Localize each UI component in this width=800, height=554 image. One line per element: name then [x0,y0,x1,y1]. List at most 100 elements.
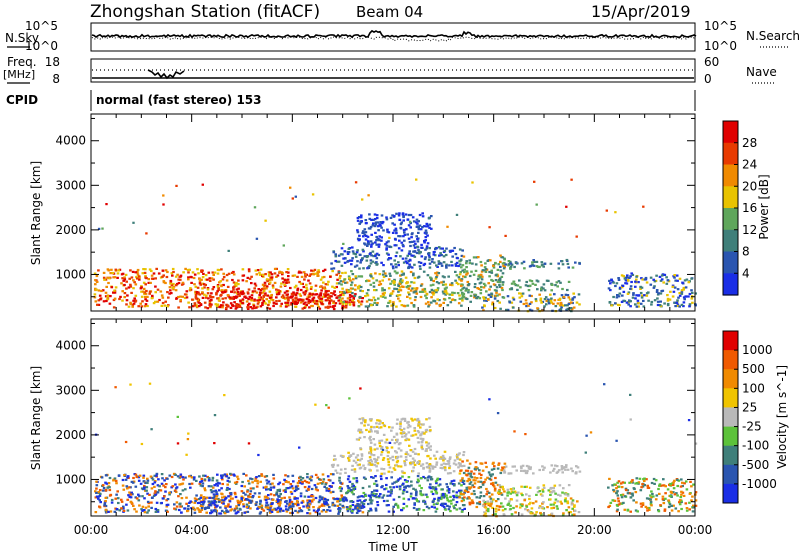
heatmap-cell [268,290,272,293]
heatmap-cell [458,458,462,461]
heatmap-cell [289,511,292,515]
heatmap-cell [661,498,665,501]
heatmap-cell [398,212,401,215]
heatmap-cell [563,499,567,502]
colorbar-tick-label: 12 [742,223,757,237]
heatmap-cell [285,290,289,293]
heatmap-cell [229,493,233,496]
heatmap-cell [649,283,653,286]
heatmap-cell [215,505,218,508]
heatmap-cell [285,508,288,511]
heatmap-cell [369,449,373,452]
heatmap-cell [368,217,372,220]
heatmap-cell [156,300,160,303]
heatmap-cell [271,299,275,302]
heatmap-cell [100,289,103,293]
heatmap-cell [380,226,383,229]
heatmap-cell [450,282,454,285]
heatmap-cell [411,457,415,460]
heatmap-cell [275,291,279,294]
heatmap-cell [127,286,131,289]
heatmap-cell [98,499,101,502]
heatmap-cell [273,281,277,284]
heatmap-cell [627,279,630,282]
heatmap-cell [117,474,121,477]
heatmap-cell [132,279,135,282]
heatmap-cell [221,482,224,486]
heatmap-cell [161,269,165,272]
heatmap-cell [259,511,263,514]
heatmap-cell [460,278,464,281]
heatmap-cell [143,291,146,294]
heatmap-cell [205,506,208,509]
heatmap-cell [120,273,124,276]
heatmap-cell [501,485,504,488]
heatmap-cell [142,476,145,479]
heatmap-cell [458,472,462,475]
heatmap-cell [457,482,461,485]
heatmap-cell [340,482,344,485]
heatmap-cell [536,288,539,291]
heatmap-cell [380,214,384,217]
heatmap-cell [381,220,385,224]
heatmap-cell [258,273,262,276]
heatmap-cell [444,508,447,511]
heatmap-cell [443,450,447,453]
heatmap-cell [212,286,216,289]
colorbar-tick-label: 1000 [742,343,773,357]
heatmap-cell [395,461,399,464]
heatmap-cell [303,278,306,281]
heatmap-cell [549,493,552,496]
heatmap-cell [306,476,309,479]
nsearch-label: N.Search [746,29,800,43]
heatmap-cell [403,231,406,234]
heatmap-cell [337,260,341,263]
heatmap-cell [228,296,231,299]
heatmap-cell [345,300,349,303]
heatmap-cell [225,279,229,282]
heatmap-cell [350,468,354,471]
heatmap-cell [416,461,419,465]
heatmap-cell [347,275,351,278]
heatmap-cell [468,497,471,500]
heatmap-cell [362,495,365,498]
heatmap-cell [143,292,146,295]
heatmap-cell [314,293,317,296]
heatmap-cell [391,458,395,462]
heatmap-cell [621,493,625,496]
heatmap-cell [143,486,146,489]
heatmap-cell [394,450,397,453]
heatmap-cell [509,488,513,491]
heatmap-cell [390,446,394,449]
heatmap-cell [266,280,269,283]
heatmap-cell [207,485,211,488]
heatmap-cell [459,491,462,494]
heatmap-cell [158,485,161,488]
heatmap-cell [159,290,163,293]
heatmap-cell [430,490,433,493]
heatmap-cell [519,286,522,289]
heatmap-cell [174,483,177,486]
heatmap-cell [299,294,303,297]
heatmap-cell [674,305,677,308]
heatmap-cell [200,477,204,480]
heatmap-cell [430,301,433,304]
heatmap-cell [204,474,207,477]
heatmap-cell [335,282,339,285]
heatmap-cell [175,486,179,489]
heatmap-cell [411,434,415,437]
heatmap-cell [257,288,261,291]
heatmap-cell [315,486,318,489]
heatmap-cell [268,509,272,512]
heatmap-cell [502,469,506,472]
heatmap-cell [255,306,258,309]
heatmap-cell [410,240,414,243]
heatmap-cell [243,295,246,299]
heatmap-cell [339,301,343,304]
heatmap-cell [688,303,692,306]
heatmap-cell [427,507,431,510]
heatmap-cell [431,283,435,286]
heatmap-cell [182,271,185,274]
heatmap-cell [404,439,407,442]
heatmap-cell [369,419,373,422]
